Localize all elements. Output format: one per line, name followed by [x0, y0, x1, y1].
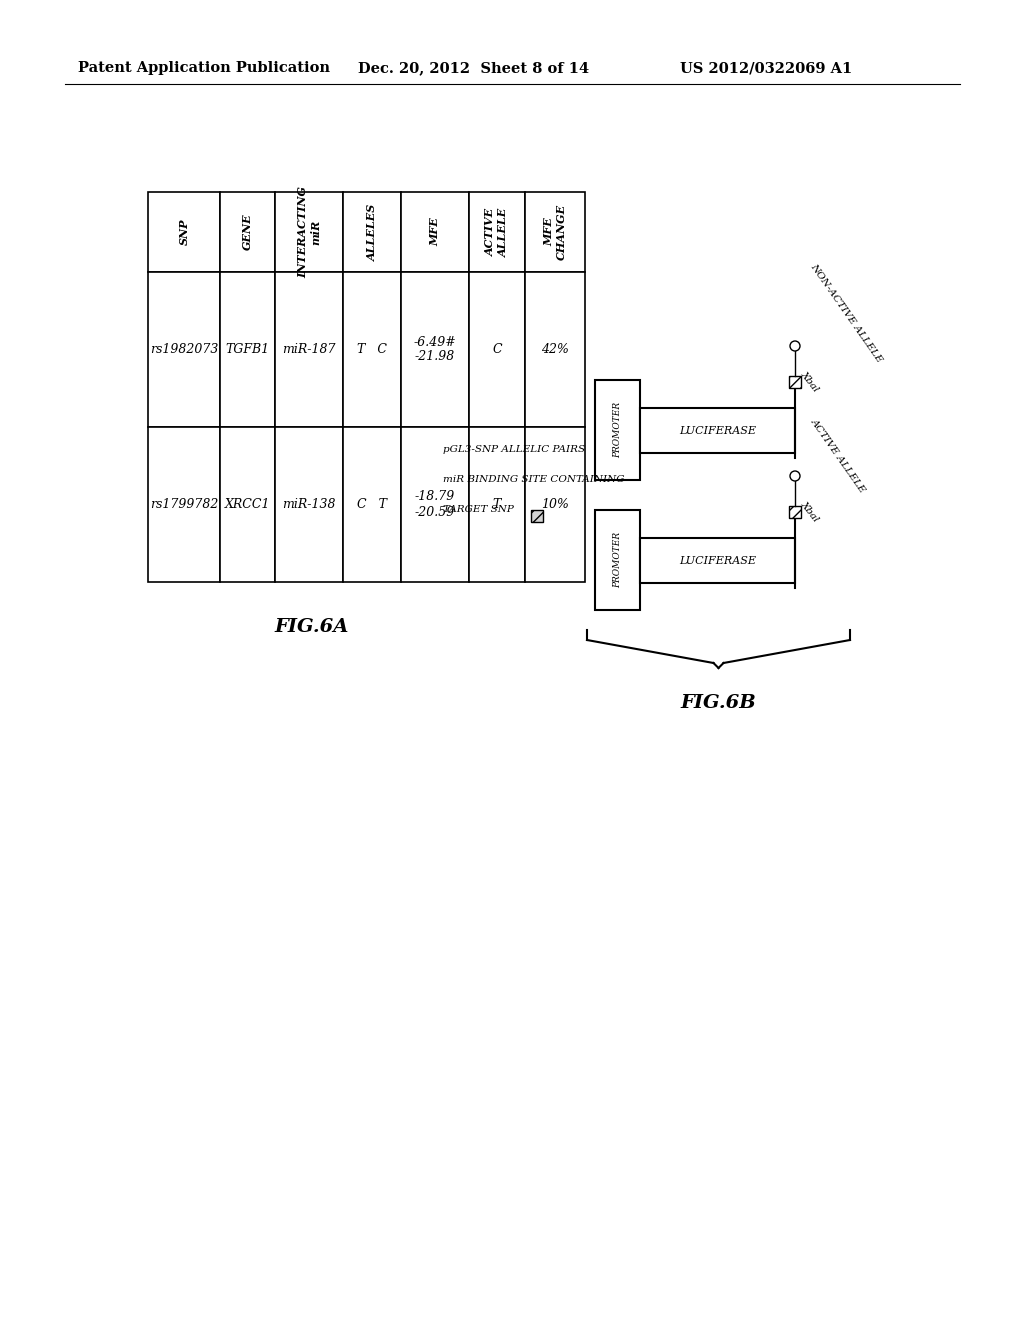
- Bar: [640, 539, 795, 583]
- FancyBboxPatch shape: [469, 191, 525, 272]
- Bar: [531, 510, 543, 521]
- Text: TARGET SNP: TARGET SNP: [443, 506, 514, 515]
- Text: ACTIVE
ALLELE: ACTIVE ALLELE: [485, 207, 509, 256]
- FancyBboxPatch shape: [525, 426, 585, 582]
- Text: XRCC1: XRCC1: [224, 498, 270, 511]
- Text: -18.79
-20.59: -18.79 -20.59: [415, 491, 455, 519]
- Text: NON-ACTIVE ALLELE: NON-ACTIVE ALLELE: [809, 261, 885, 364]
- Bar: [790, 506, 801, 517]
- Text: C   T: C T: [357, 498, 387, 511]
- FancyBboxPatch shape: [343, 272, 401, 426]
- FancyBboxPatch shape: [525, 272, 585, 426]
- Text: C: C: [493, 343, 502, 356]
- Text: miR-138: miR-138: [283, 498, 336, 511]
- Text: FIG.6A: FIG.6A: [274, 618, 349, 636]
- Text: SNP: SNP: [178, 219, 189, 246]
- Text: LUCIFERASE: LUCIFERASE: [679, 425, 756, 436]
- Text: miR BINDING SITE CONTAINING: miR BINDING SITE CONTAINING: [443, 475, 625, 484]
- Circle shape: [790, 471, 800, 480]
- Text: ACTIVE ALLELE: ACTIVE ALLELE: [809, 417, 867, 494]
- Text: MFE: MFE: [429, 218, 440, 247]
- Text: MFE
CHANGE: MFE CHANGE: [543, 203, 567, 260]
- FancyBboxPatch shape: [148, 272, 220, 426]
- Text: GENE: GENE: [242, 214, 253, 251]
- FancyBboxPatch shape: [343, 191, 401, 272]
- Text: Xbal: Xbal: [799, 500, 820, 524]
- FancyBboxPatch shape: [525, 191, 585, 272]
- Text: LUCIFERASE: LUCIFERASE: [679, 556, 756, 565]
- FancyBboxPatch shape: [220, 272, 275, 426]
- Bar: [790, 506, 801, 517]
- Text: -6.49#
-21.98: -6.49# -21.98: [414, 335, 457, 363]
- Text: PROMOTER: PROMOTER: [613, 401, 622, 458]
- Text: 10%: 10%: [541, 498, 569, 511]
- FancyBboxPatch shape: [469, 426, 525, 582]
- Text: pGL3-SNP ALLELIC PAIRS: pGL3-SNP ALLELIC PAIRS: [443, 446, 585, 454]
- Bar: [790, 376, 801, 388]
- FancyBboxPatch shape: [401, 191, 469, 272]
- Bar: [640, 408, 795, 453]
- FancyBboxPatch shape: [401, 272, 469, 426]
- Text: T: T: [493, 498, 501, 511]
- Text: Xbal: Xbal: [799, 370, 820, 393]
- FancyBboxPatch shape: [343, 426, 401, 582]
- FancyBboxPatch shape: [275, 426, 343, 582]
- Bar: [595, 380, 640, 480]
- FancyBboxPatch shape: [275, 272, 343, 426]
- FancyBboxPatch shape: [401, 426, 469, 582]
- FancyBboxPatch shape: [148, 426, 220, 582]
- Text: FIG.6B: FIG.6B: [681, 694, 757, 711]
- Text: INTERACTING
miR: INTERACTING miR: [297, 186, 321, 279]
- Text: PROMOTER: PROMOTER: [613, 532, 622, 589]
- Text: US 2012/0322069 A1: US 2012/0322069 A1: [680, 61, 852, 75]
- Circle shape: [790, 341, 800, 351]
- FancyBboxPatch shape: [275, 191, 343, 272]
- FancyBboxPatch shape: [220, 191, 275, 272]
- Text: Patent Application Publication: Patent Application Publication: [78, 61, 330, 75]
- Text: 42%: 42%: [541, 343, 569, 356]
- Bar: [595, 510, 640, 610]
- Text: TGFB1: TGFB1: [225, 343, 269, 356]
- Text: Dec. 20, 2012  Sheet 8 of 14: Dec. 20, 2012 Sheet 8 of 14: [358, 61, 589, 75]
- Text: rs1799782: rs1799782: [150, 498, 218, 511]
- Text: rs1982073: rs1982073: [150, 343, 218, 356]
- Bar: [790, 376, 801, 388]
- Text: ALLELES: ALLELES: [367, 203, 378, 260]
- Text: miR-187: miR-187: [283, 343, 336, 356]
- FancyBboxPatch shape: [148, 191, 220, 272]
- FancyBboxPatch shape: [469, 272, 525, 426]
- FancyBboxPatch shape: [220, 426, 275, 582]
- Text: T   C: T C: [357, 343, 387, 356]
- Bar: [531, 510, 543, 521]
